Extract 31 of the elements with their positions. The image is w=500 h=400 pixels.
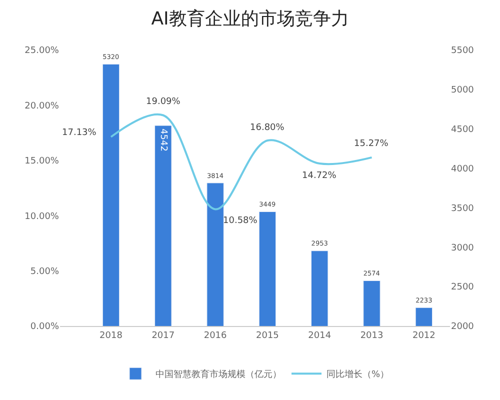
y2-tick-label: 4500 (451, 125, 474, 136)
y-tick-label: 0.00% (30, 322, 60, 332)
data-label: 17.13% (62, 128, 97, 138)
x-tick-label: 2012 (412, 330, 436, 341)
data-label: 15.27% (354, 139, 389, 149)
y-tick-label: 20.00% (24, 101, 60, 112)
x-tick-label: 2014 (308, 330, 332, 341)
legend-label: 同比增长（%） (326, 369, 390, 380)
data-label: 4542 (158, 128, 168, 152)
y2-tick-label: 3500 (451, 204, 474, 214)
y-tick-label: 10.00% (24, 212, 60, 222)
data-label: 16.80% (250, 123, 285, 133)
y2-tick-label: 4000 (451, 164, 474, 174)
chart-title: AI教育企业的市场竞争力 (151, 8, 349, 30)
data-label: 19.09% (146, 97, 181, 107)
y-tick-label: 15.00% (24, 156, 60, 167)
x-tick-label: 2013 (360, 330, 384, 341)
y-tick-label: 25.00% (24, 46, 60, 56)
x-tick-label: 2016 (204, 330, 228, 341)
x-tick-label: 2015 (256, 330, 279, 341)
x-tick-label: 2018 (100, 330, 123, 341)
y2-tick-label: 5000 (451, 86, 474, 96)
y2-tick-label: 2500 (451, 282, 474, 293)
y2-tick-label: 5500 (451, 46, 474, 56)
data-label: 10.58% (223, 216, 258, 226)
y2-tick-label: 3000 (451, 243, 474, 254)
x-tick-label: 2017 (152, 330, 175, 341)
y-tick-label: 5.00% (30, 266, 60, 277)
data-label: 14.72% (302, 171, 337, 181)
y2-tick-label: 2000 (451, 322, 474, 332)
legend-label: 中国智慧教育市场规模（亿元） (156, 369, 282, 380)
